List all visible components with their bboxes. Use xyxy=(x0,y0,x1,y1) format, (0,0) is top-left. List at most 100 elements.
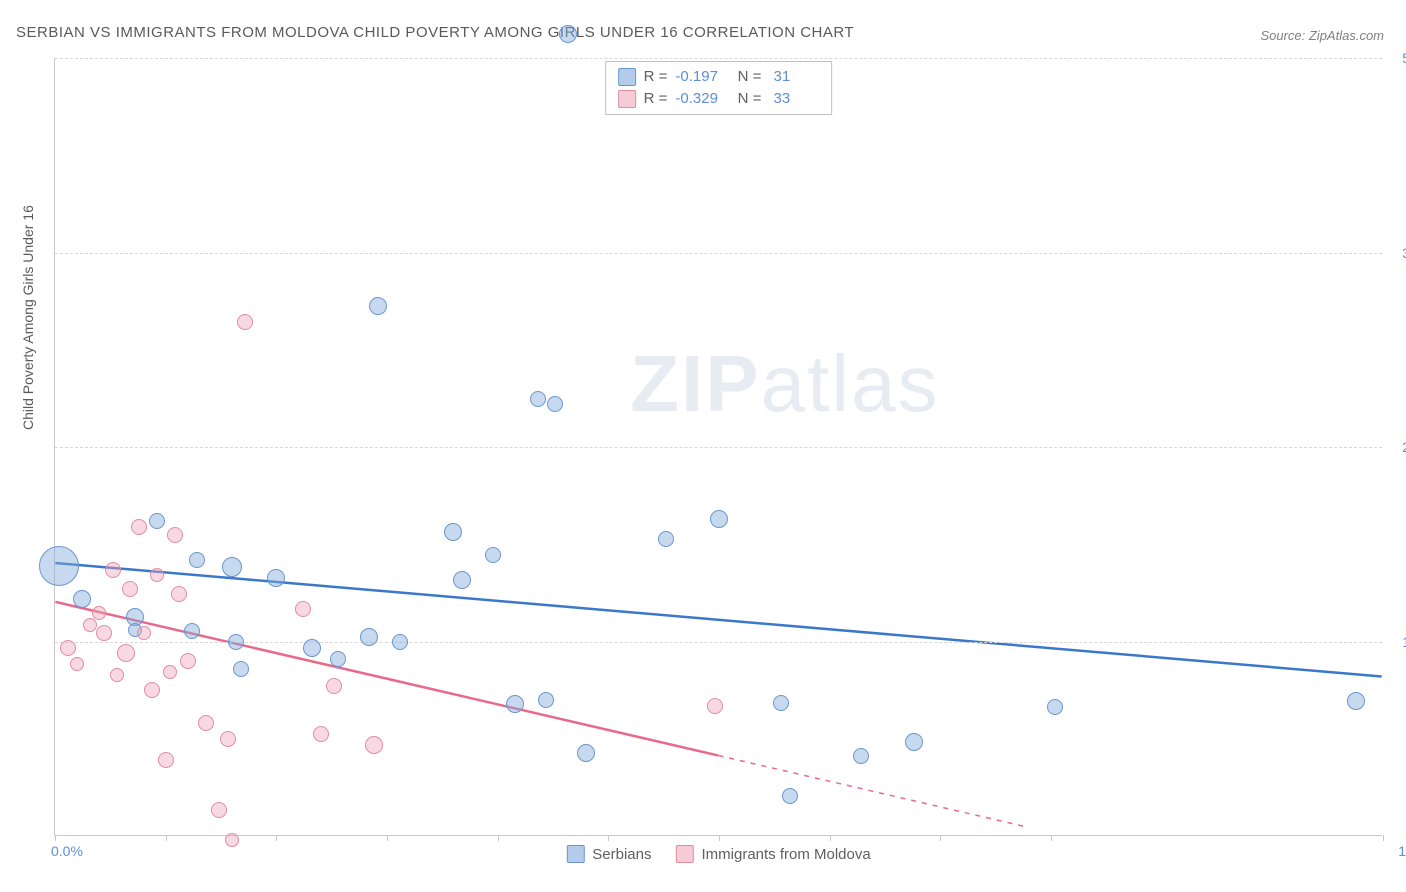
x-tick xyxy=(608,835,609,841)
legend-r-value: -0.329 xyxy=(675,88,725,110)
scatter-point xyxy=(710,510,728,528)
scatter-point xyxy=(180,653,196,669)
scatter-point xyxy=(167,527,183,543)
x-tick xyxy=(166,835,167,841)
x-tick xyxy=(387,835,388,841)
scatter-point xyxy=(1347,692,1365,710)
y-axis-label: Child Poverty Among Girls Under 16 xyxy=(20,205,36,430)
legend-r-value: -0.197 xyxy=(675,66,725,88)
y-tick-label: 37.5% xyxy=(1402,245,1406,261)
scatter-point xyxy=(547,396,563,412)
scatter-point xyxy=(506,695,524,713)
scatter-point xyxy=(70,657,84,671)
scatter-point xyxy=(117,644,135,662)
scatter-point xyxy=(122,581,138,597)
scatter-point xyxy=(233,661,249,677)
legend-n-label: N = xyxy=(733,88,761,110)
legend-n-value: 33 xyxy=(769,88,819,110)
scatter-point xyxy=(222,557,242,577)
chart-title: SERBIAN VS IMMIGRANTS FROM MOLDOVA CHILD… xyxy=(16,24,854,41)
x-tick xyxy=(940,835,941,841)
gridline xyxy=(55,58,1382,59)
scatter-point xyxy=(295,601,311,617)
scatter-point xyxy=(110,668,124,682)
chart-plot-area: ZIPatlas R = -0.197 N = 31 R = -0.329 N = 3… xyxy=(54,58,1382,836)
legend-swatch xyxy=(618,90,636,108)
legend-r-label: R = xyxy=(644,88,668,110)
scatter-point xyxy=(485,547,501,563)
y-tick-label: 12.5% xyxy=(1402,634,1406,650)
x-tick xyxy=(1383,835,1384,841)
legend-n-label: N = xyxy=(733,66,761,88)
legend-stat-row: R = -0.329 N = 33 xyxy=(618,88,820,110)
legend-stat-row: R = -0.197 N = 31 xyxy=(618,66,820,88)
scatter-point xyxy=(559,25,577,43)
x-tick xyxy=(498,835,499,841)
legend-swatch xyxy=(618,68,636,86)
legend-series-label: Serbians xyxy=(592,846,651,863)
scatter-point xyxy=(658,531,674,547)
scatter-point xyxy=(313,726,329,742)
scatter-point xyxy=(39,546,79,586)
legend-series-item: Serbians xyxy=(566,845,651,863)
legend-n-value: 31 xyxy=(769,66,819,88)
y-tick-label: 50.0% xyxy=(1402,50,1406,66)
legend-series-item: Immigrants from Moldova xyxy=(675,845,870,863)
x-tick-label: 0.0% xyxy=(51,843,83,859)
legend-series-label: Immigrants from Moldova xyxy=(701,846,870,863)
scatter-point xyxy=(303,639,321,657)
scatter-point xyxy=(150,568,164,582)
watermark-bold: ZIP xyxy=(630,339,760,428)
scatter-point xyxy=(530,391,546,407)
scatter-point xyxy=(365,736,383,754)
scatter-point xyxy=(211,802,227,818)
scatter-point xyxy=(707,698,723,714)
scatter-point xyxy=(137,626,151,640)
scatter-point xyxy=(360,628,378,646)
x-tick-label: 15.0% xyxy=(1398,843,1406,859)
scatter-point xyxy=(228,634,244,650)
legend-swatch xyxy=(566,845,584,863)
scatter-point xyxy=(326,678,342,694)
scatter-point xyxy=(163,665,177,679)
trend-line-dashed xyxy=(719,756,1028,828)
scatter-point xyxy=(220,731,236,747)
gridline xyxy=(55,253,1382,254)
scatter-point xyxy=(782,788,798,804)
scatter-point xyxy=(105,562,121,578)
scatter-point xyxy=(538,692,554,708)
scatter-point xyxy=(392,634,408,650)
scatter-point xyxy=(149,513,165,529)
scatter-point xyxy=(905,733,923,751)
scatter-point xyxy=(369,297,387,315)
x-tick xyxy=(276,835,277,841)
x-tick xyxy=(55,835,56,841)
scatter-point xyxy=(131,519,147,535)
scatter-point xyxy=(184,623,200,639)
trend-line xyxy=(55,602,718,756)
x-tick xyxy=(719,835,720,841)
series-legend: Serbians Immigrants from Moldova xyxy=(566,845,870,863)
y-tick-label: 25.0% xyxy=(1402,439,1406,455)
scatter-point xyxy=(1047,699,1063,715)
scatter-point xyxy=(144,682,160,698)
scatter-point xyxy=(189,552,205,568)
scatter-point xyxy=(773,695,789,711)
scatter-point xyxy=(198,715,214,731)
scatter-point xyxy=(237,314,253,330)
scatter-point xyxy=(96,625,112,641)
scatter-point xyxy=(60,640,76,656)
scatter-point xyxy=(330,651,346,667)
source-attribution: Source: ZipAtlas.com xyxy=(1260,28,1384,43)
gridline xyxy=(55,642,1382,643)
legend-r-label: R = xyxy=(644,66,668,88)
scatter-point xyxy=(158,752,174,768)
x-tick xyxy=(830,835,831,841)
trend-line xyxy=(55,563,1381,676)
scatter-point xyxy=(444,523,462,541)
gridline xyxy=(55,447,1382,448)
x-tick xyxy=(1051,835,1052,841)
scatter-point xyxy=(92,606,106,620)
scatter-point xyxy=(853,748,869,764)
watermark: ZIPatlas xyxy=(630,338,939,430)
